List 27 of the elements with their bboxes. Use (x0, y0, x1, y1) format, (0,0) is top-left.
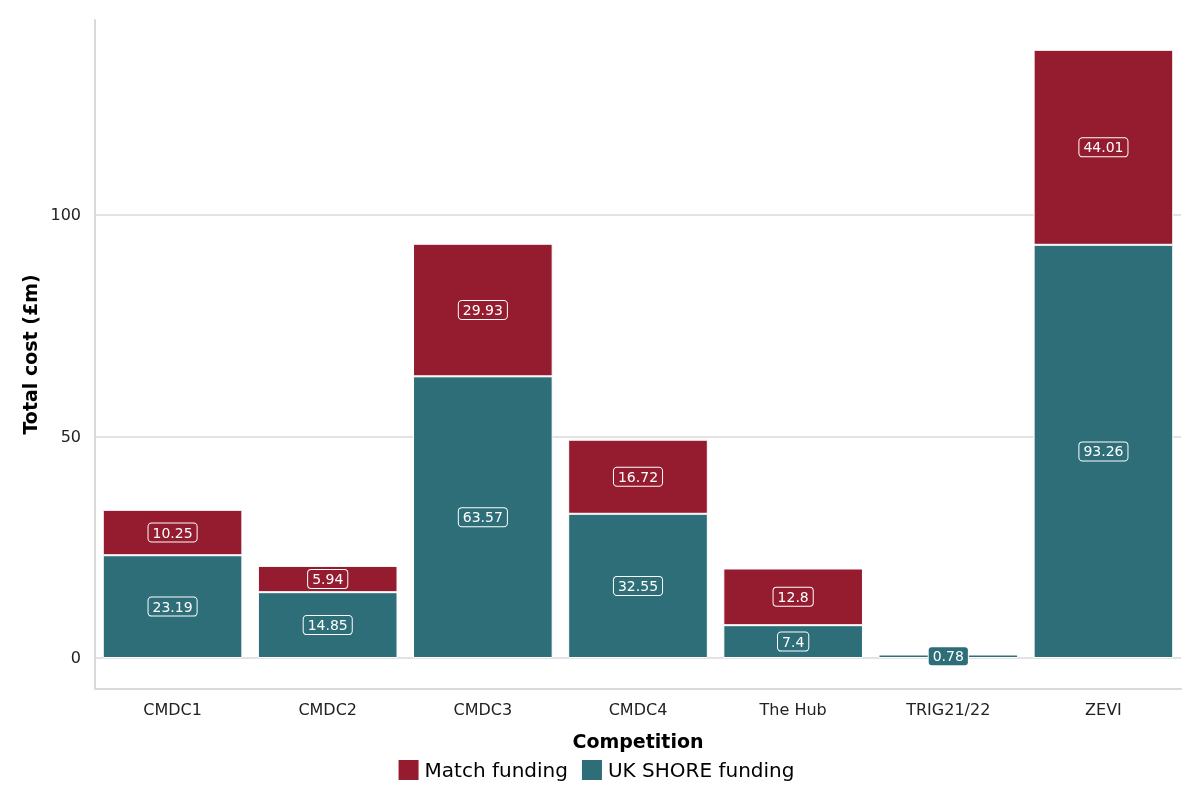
data-label: 29.93 (462, 302, 503, 319)
y-axis-title: Total cost (£m) (19, 274, 42, 435)
x-tick-label: CMDC4 (608, 699, 668, 719)
data-label: 0.78 (932, 648, 964, 665)
x-tick-label: CMDC2 (298, 699, 358, 719)
data-label: 5.94 (312, 571, 344, 588)
data-label: 10.25 (152, 524, 193, 541)
data-label: 23.19 (152, 598, 193, 615)
data-label: 44.01 (1083, 139, 1124, 156)
data-label: 32.55 (617, 577, 659, 594)
x-tick-label: CMDC1 (143, 699, 202, 719)
x-tick-label: The Hub (758, 699, 827, 719)
data-label: 16.72 (617, 468, 659, 485)
x-tick-label: ZEVI (1085, 699, 1122, 719)
data-label: 63.57 (462, 509, 503, 526)
x-tick-label: TRIG21/22 (905, 699, 991, 719)
legend-label: Match funding (424, 758, 568, 782)
y-tick-label: 100 (50, 205, 81, 225)
data-label: 12.8 (777, 588, 809, 605)
legend-label: UK SHORE funding (607, 758, 795, 782)
data-label: 14.85 (307, 617, 348, 634)
y-tick-label: 0 (70, 648, 81, 668)
data-label: 7.4 (782, 633, 805, 650)
x-tick-label: CMDC3 (453, 699, 513, 719)
y-tick-label: 50 (60, 426, 81, 446)
data-label: 93.26 (1083, 443, 1124, 460)
x-axis-title: Competition (572, 729, 704, 752)
